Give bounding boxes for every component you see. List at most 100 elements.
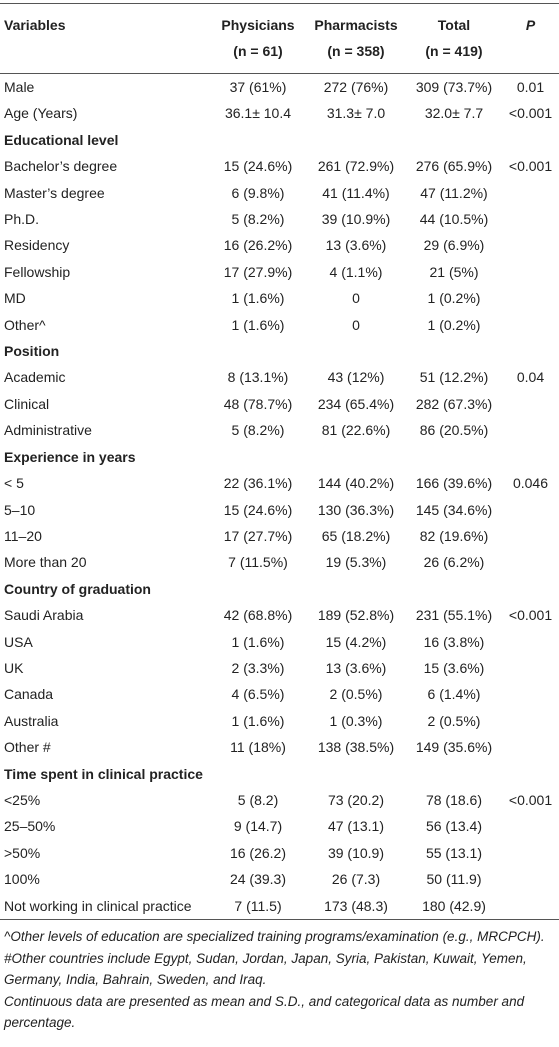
empty-cell bbox=[502, 232, 559, 258]
table-cell: 149 (35.6%) bbox=[415, 739, 493, 756]
footnotes: ^Other levels of education are specializ… bbox=[0, 920, 559, 1034]
section-label: Educational level bbox=[4, 131, 119, 148]
empty-cell bbox=[502, 866, 559, 892]
table-cell: 56 (13.4) bbox=[425, 818, 483, 835]
empty-cell bbox=[502, 523, 559, 549]
table-cell: 1 (0.2%) bbox=[427, 290, 481, 307]
empty-cell bbox=[502, 655, 559, 681]
table-cell: 5 (8.2) bbox=[237, 791, 279, 808]
table-cell: 2 (0.5%) bbox=[329, 686, 383, 703]
data-row: Age (Years) 36.1± 10.4 31.3± 7.0 32.0± 7.7 <… bbox=[0, 100, 559, 126]
table-cell: 26 (6.2%) bbox=[423, 554, 485, 571]
header-cell: P bbox=[502, 3, 559, 74]
empty-cell bbox=[502, 681, 559, 707]
data-row: Clinical 48 (78.7%) 234 (65.4%) 282 (67.3%) bbox=[0, 391, 559, 417]
table-cell: 65 (18.2%) bbox=[321, 527, 391, 544]
table-cell: 36.1± 10.4 bbox=[224, 105, 292, 122]
data-row: >50% 16 (26.2) 39 (10.9) 55 (13.1) bbox=[0, 840, 559, 866]
table-cell: 78 (18.6) bbox=[425, 791, 483, 808]
table-cell: 6 (1.4%) bbox=[427, 686, 481, 703]
table-cell: 11 (18%) bbox=[230, 739, 286, 756]
table-cell: 81 (22.6%) bbox=[321, 422, 391, 439]
header-cell: Variables bbox=[0, 3, 210, 74]
data-row: More than 20 7 (11.5%) 19 (5.3%) 26 (6.2%) bbox=[0, 549, 559, 575]
table-cell: 145 (34.6%) bbox=[415, 501, 493, 518]
table-cell: <0.001 bbox=[508, 791, 553, 808]
empty-cell bbox=[502, 734, 559, 760]
row-label: Residency bbox=[4, 237, 70, 254]
footnote: ^Other levels of education are specializ… bbox=[4, 929, 545, 944]
table-cell: 0.04 bbox=[516, 369, 545, 386]
row-label: Australia bbox=[4, 712, 59, 729]
table-body: Male 37 (61%) 272 (76%) 309 (73.7%) 0.01 Age … bbox=[0, 74, 559, 920]
empty-cell bbox=[502, 312, 559, 338]
table-cell: 44 (10.5%) bbox=[419, 211, 489, 228]
table-cell: 4 (6.5%) bbox=[231, 686, 285, 703]
header-sub: (n = 61) bbox=[233, 43, 283, 59]
row-label: Clinical bbox=[4, 395, 50, 412]
section-row: Position bbox=[0, 338, 559, 364]
table-cell: 5 (8.2%) bbox=[231, 422, 285, 439]
table-cell: 5 (8.2%) bbox=[231, 211, 285, 228]
empty-cell bbox=[502, 840, 559, 866]
row-label: More than 20 bbox=[4, 554, 87, 571]
table-cell: 19 (5.3%) bbox=[325, 554, 387, 571]
row-label: 11–20 bbox=[4, 527, 42, 544]
table-cell: <0.001 bbox=[508, 158, 553, 175]
data-row: Other # 11 (18%) 138 (38.5%) 149 (35.6%) bbox=[0, 734, 559, 760]
table-cell: 1 (1.6%) bbox=[231, 712, 285, 729]
data-row: Bachelor’s degree 15 (24.6%) 261 (72.9%) 27… bbox=[0, 153, 559, 179]
row-label: < 5 bbox=[4, 475, 24, 492]
empty-cell bbox=[502, 259, 559, 285]
row-label: Canada bbox=[4, 686, 54, 703]
data-row: MD 1 (1.6%) 0 1 (0.2%) bbox=[0, 285, 559, 311]
table-header: Variables Physicians (n = 61) Pharmacists… bbox=[0, 3, 559, 74]
table-cell: 26 (7.3) bbox=[331, 871, 381, 888]
table-cell: 7 (11.5) bbox=[234, 897, 282, 914]
header-title: P bbox=[525, 17, 536, 33]
table-cell: 22 (36.1%) bbox=[223, 475, 293, 492]
data-row: Ph.D. 5 (8.2%) 39 (10.9%) 44 (10.5%) bbox=[0, 206, 559, 232]
table-cell: <0.001 bbox=[508, 607, 553, 624]
table-cell: 180 (42.9) bbox=[422, 897, 486, 914]
table-cell: 1 (1.6%) bbox=[231, 633, 285, 650]
row-label: MD bbox=[4, 290, 26, 307]
empty-cell bbox=[502, 497, 559, 523]
empty-cell bbox=[502, 708, 559, 734]
table-cell: 16 (3.8%) bbox=[423, 633, 485, 650]
table-cell: 32.0± 7.7 bbox=[424, 105, 484, 122]
header-cell: Pharmacists (n = 358) bbox=[306, 3, 406, 74]
table-cell: 43 (12%) bbox=[327, 369, 385, 386]
table-cell: 82 (19.6%) bbox=[419, 527, 489, 544]
table-cell: 17 (27.7%) bbox=[223, 527, 293, 544]
row-label: 100% bbox=[4, 871, 40, 888]
table-cell: 13 (3.6%) bbox=[325, 237, 387, 254]
table-cell: 1 (1.6%) bbox=[231, 316, 285, 333]
data-row: Master’s degree 6 (9.8%) 41 (11.4%) 47 (11.… bbox=[0, 180, 559, 206]
row-label: Ph.D. bbox=[4, 211, 40, 228]
table-cell: 15 (4.2%) bbox=[325, 633, 387, 650]
table-cell: 138 (38.5%) bbox=[317, 739, 395, 756]
table-cell: 1 (1.6%) bbox=[231, 290, 285, 307]
row-label: UK bbox=[4, 659, 24, 676]
data-row: < 5 22 (36.1%) 144 (40.2%) 166 (39.6%) 0.046 bbox=[0, 470, 559, 496]
table-cell: 6 (9.8%) bbox=[231, 184, 285, 201]
table-cell: 1 (0.2%) bbox=[427, 316, 481, 333]
table-cell: 1 (0.3%) bbox=[329, 712, 383, 729]
empty-cell bbox=[502, 549, 559, 575]
table-cell: 24 (39.3) bbox=[229, 871, 287, 888]
data-row: Fellowship 17 (27.9%) 4 (1.1%) 21 (5%) bbox=[0, 259, 559, 285]
row-label: Other^ bbox=[4, 316, 46, 333]
empty-cell bbox=[502, 893, 559, 920]
table-cell: 0.01 bbox=[516, 79, 545, 95]
table-cell: 189 (52.8%) bbox=[317, 607, 395, 624]
footnote: Continuous data are presented as mean an… bbox=[4, 993, 525, 1031]
row-label: <25% bbox=[4, 791, 41, 808]
table-cell: 15 (3.6%) bbox=[423, 659, 485, 676]
section-row: Educational level bbox=[0, 127, 559, 153]
empty-cell bbox=[502, 629, 559, 655]
table-cell: 276 (65.9%) bbox=[415, 158, 493, 175]
table-cell: 0.046 bbox=[512, 475, 549, 492]
table-cell: 309 (73.7%) bbox=[415, 79, 493, 95]
table-cell: 144 (40.2%) bbox=[317, 475, 395, 492]
